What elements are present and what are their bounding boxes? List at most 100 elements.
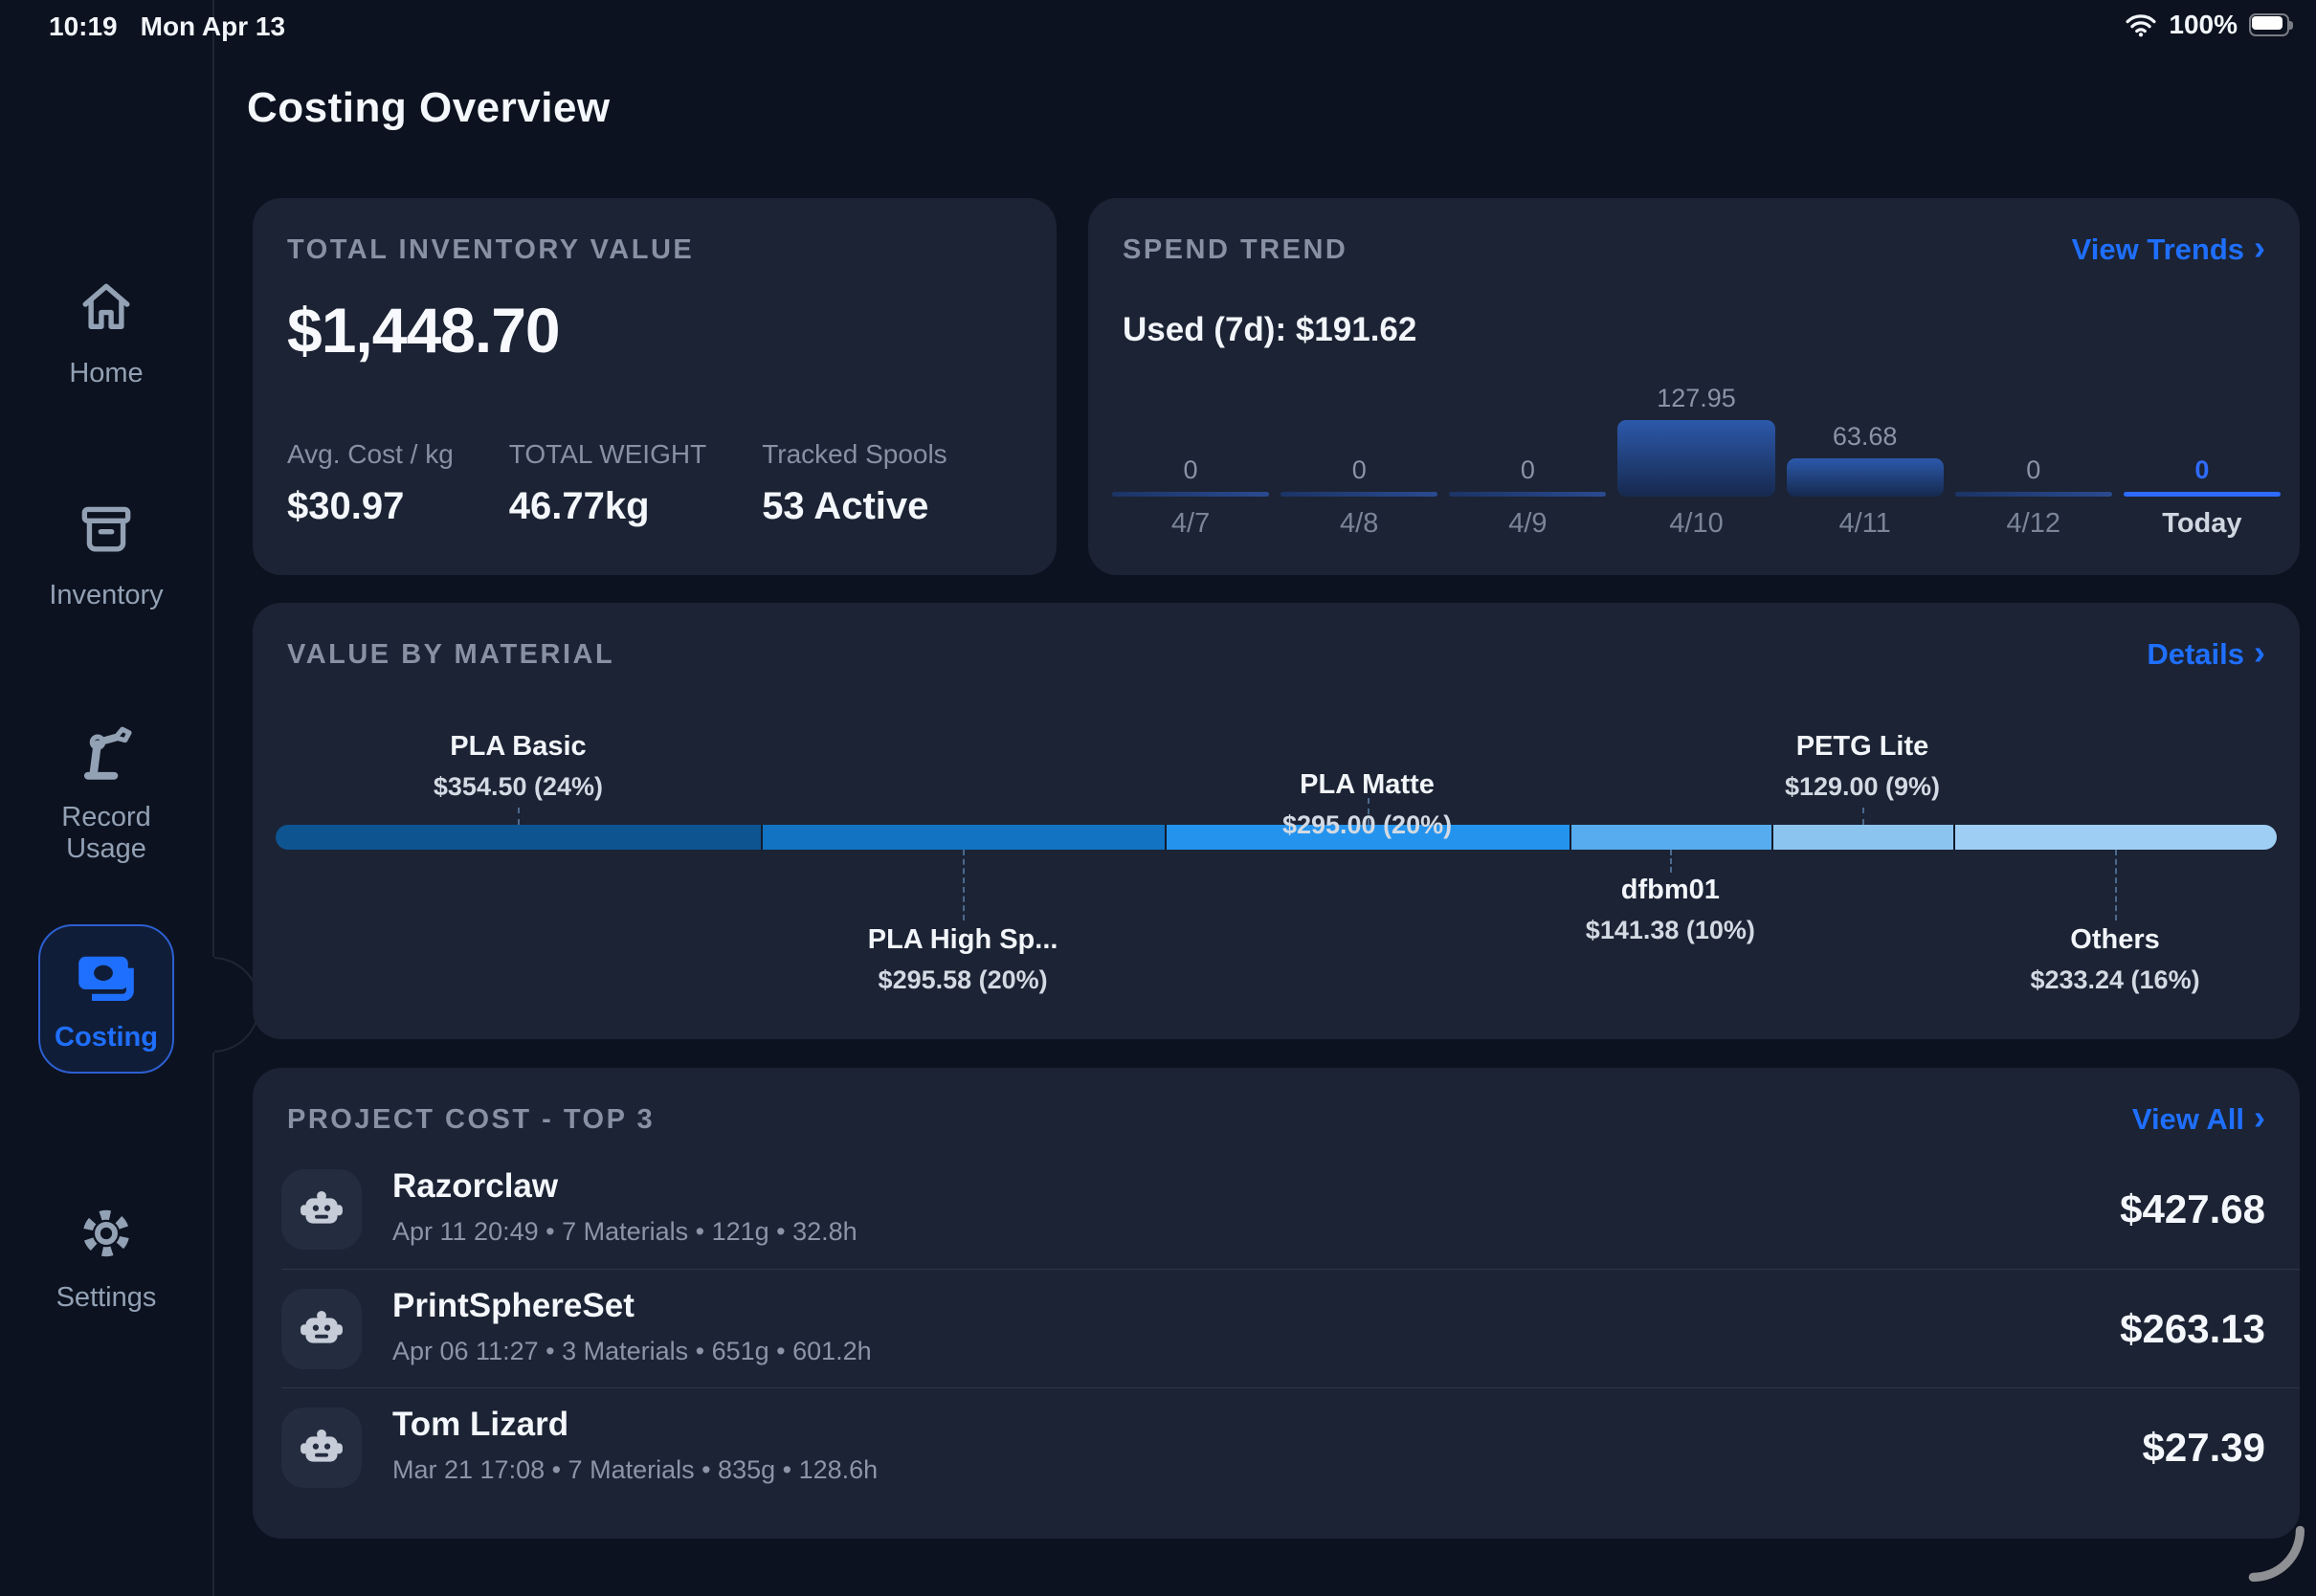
material-name: PLA Basic [450,731,587,762]
sidebar: Home Inventory Record Usage Costing Sett… [0,0,260,1596]
project-meta: Apr 06 11:27 • 3 Materials • 651g • 601.… [392,1337,872,1365]
project-name: Tom Lizard [392,1406,569,1443]
stat-value: 46.77kg [508,485,650,527]
material-stacked-bar [276,825,2277,850]
bar-value-label: 0 [2194,455,2210,484]
view-trends-label: View Trends [2071,233,2244,266]
inventory-stat-1: TOTAL WEIGHT 46.77kg [509,439,706,528]
gear-icon [73,1200,140,1269]
project-row-0[interactable]: Razorclaw Apr 11 20:49 • 7 Materials • 12… [281,1150,2300,1269]
details-link[interactable]: Details › [2147,635,2265,672]
sidebar-item-label: Home [69,358,144,388]
view-trends-link[interactable]: View Trends › [2071,228,2265,267]
material-label-0: PLA Basic $354.50 (24%) [345,731,690,802]
label-leader-line [963,850,966,920]
status-time: 10:19 [49,11,118,41]
sidebar-divider [212,1053,214,1596]
spend-bar-today: 0 [2123,370,2281,497]
bar-x-label: 4/9 [1508,508,1548,539]
stat-label: Avg. Cost / kg [287,439,454,469]
bar-value-label: 0 [1520,455,1535,484]
bar-x-label: Today [2162,508,2242,539]
total-inventory-value: $1,448.70 [287,295,561,366]
material-segment-1 [760,825,1166,850]
bar-value-label: 0 [1351,455,1367,484]
material-name: PETG Lite [1795,731,1929,762]
material-name: PLA Matte [1300,769,1435,800]
label-leader-line [2115,850,2118,920]
bar [2123,492,2281,497]
bar-x-label: 4/8 [1340,508,1379,539]
project-cost: $27.39 [2142,1425,2265,1470]
spend-bar-4-11: 63.68 [1786,370,1944,497]
project-row-2[interactable]: Tom Lizard Mar 21 17:08 • 7 Materials • 8… [281,1387,2300,1506]
battery-icon [2249,13,2293,36]
material-stacked-bar-chart: PLA Basic $354.50 (24%) PLA High Sp... $295… [276,670,2277,1024]
material-label-3: dfbm01 $141.38 (10%) [1498,875,1842,945]
material-label-5: Others $233.24 (16%) [1943,924,2287,995]
material-value: $295.00 (20%) [1281,810,1453,839]
sidebar-item-costing[interactable]: Costing [38,924,174,1074]
project-cost: $427.68 [2120,1186,2265,1231]
archive-box-icon [74,498,139,566]
label-leader-line [518,808,521,825]
material-name: dfbm01 [1620,875,1720,905]
project-row-1[interactable]: PrintSphereSet Apr 06 11:27 • 3 Materials… [281,1269,2300,1387]
project-icon-container [281,1408,362,1488]
inventory-stat-2: Tracked Spools 53 Active [762,439,947,528]
banknotes-icon [72,943,141,1012]
project-meta: Mar 21 17:08 • 7 Materials • 835g • 128.… [392,1455,879,1484]
stat-value: $30.97 [287,485,405,527]
robot-arm-icon [72,720,141,788]
bar [1449,492,1607,497]
chevron-right-icon: › [2254,1097,2265,1137]
battery-percent: 100% [2169,10,2238,39]
bar-value-label: 0 [1183,455,1198,484]
status-date: Mon Apr 13 [140,11,286,41]
label-leader-line [1670,850,1673,873]
view-all-link[interactable]: View All › [2132,1097,2265,1137]
sidebar-item-label: Record Usage [61,802,151,865]
spend-bar-4-9: 0 [1449,370,1607,497]
material-segment-2 [1165,825,1570,850]
stat-value: 53 Active [762,485,929,527]
material-segment-5 [1953,825,2277,850]
page-title: Costing Overview [247,84,611,131]
chevron-right-icon: › [2254,228,2265,267]
label-leader-line [1862,808,1864,825]
stat-label: Tracked Spools [762,439,947,469]
status-bar: 10:19 Mon Apr 13 100% [0,0,2316,50]
bar-value-label: 63.68 [1832,422,1898,451]
project-cost-card: PROJECT COST - TOP 3 View All › Razorcla… [253,1068,2300,1539]
bar [1112,492,1270,497]
spend-trend-card: SPEND TREND View Trends › Used (7d): $19… [1088,198,2300,575]
bar-x-label: 4/10 [1669,508,1724,539]
bar [1617,420,1775,497]
project-icon-container [281,1289,362,1369]
sidebar-item-record-usage[interactable]: Record Usage [0,720,212,866]
bar-x-label: 4/11 [1838,508,1891,539]
project-cost: $263.13 [2120,1306,2265,1351]
material-value: $354.50 (24%) [433,772,604,801]
inventory-card-header: TOTAL INVENTORY VALUE [287,234,695,265]
stat-label: TOTAL WEIGHT [508,439,707,469]
spend-used-7d: Used (7d): $191.62 [1123,311,1417,348]
project-icon-container [281,1169,362,1250]
sidebar-item-home[interactable]: Home [0,276,212,389]
bar [1954,492,2112,497]
inventory-stat-0: Avg. Cost / kg $30.97 [287,439,454,528]
sidebar-item-inventory[interactable]: Inventory [0,498,212,611]
spend-bar-4-7: 0 [1112,370,1270,497]
spend-bar-4-10: 127.95 [1617,370,1775,497]
projects-card-header: PROJECT COST - TOP 3 [287,1104,656,1135]
bar-value-label: 0 [2026,455,2041,484]
material-segment-3 [1569,825,1771,850]
sidebar-item-settings[interactable]: Settings [0,1200,212,1314]
material-value: $129.00 (9%) [1784,772,1941,801]
sidebar-divider-bump [214,957,260,1053]
inventory-stats: Avg. Cost / kg $30.97 TOTAL WEIGHT 46.77kg T… [287,439,1022,528]
bar [1786,458,1944,497]
material-label-2: PLA Matte $295.00 (20%) [1195,769,1540,840]
robot-head-icon [295,1300,348,1359]
details-label: Details [2147,637,2244,671]
